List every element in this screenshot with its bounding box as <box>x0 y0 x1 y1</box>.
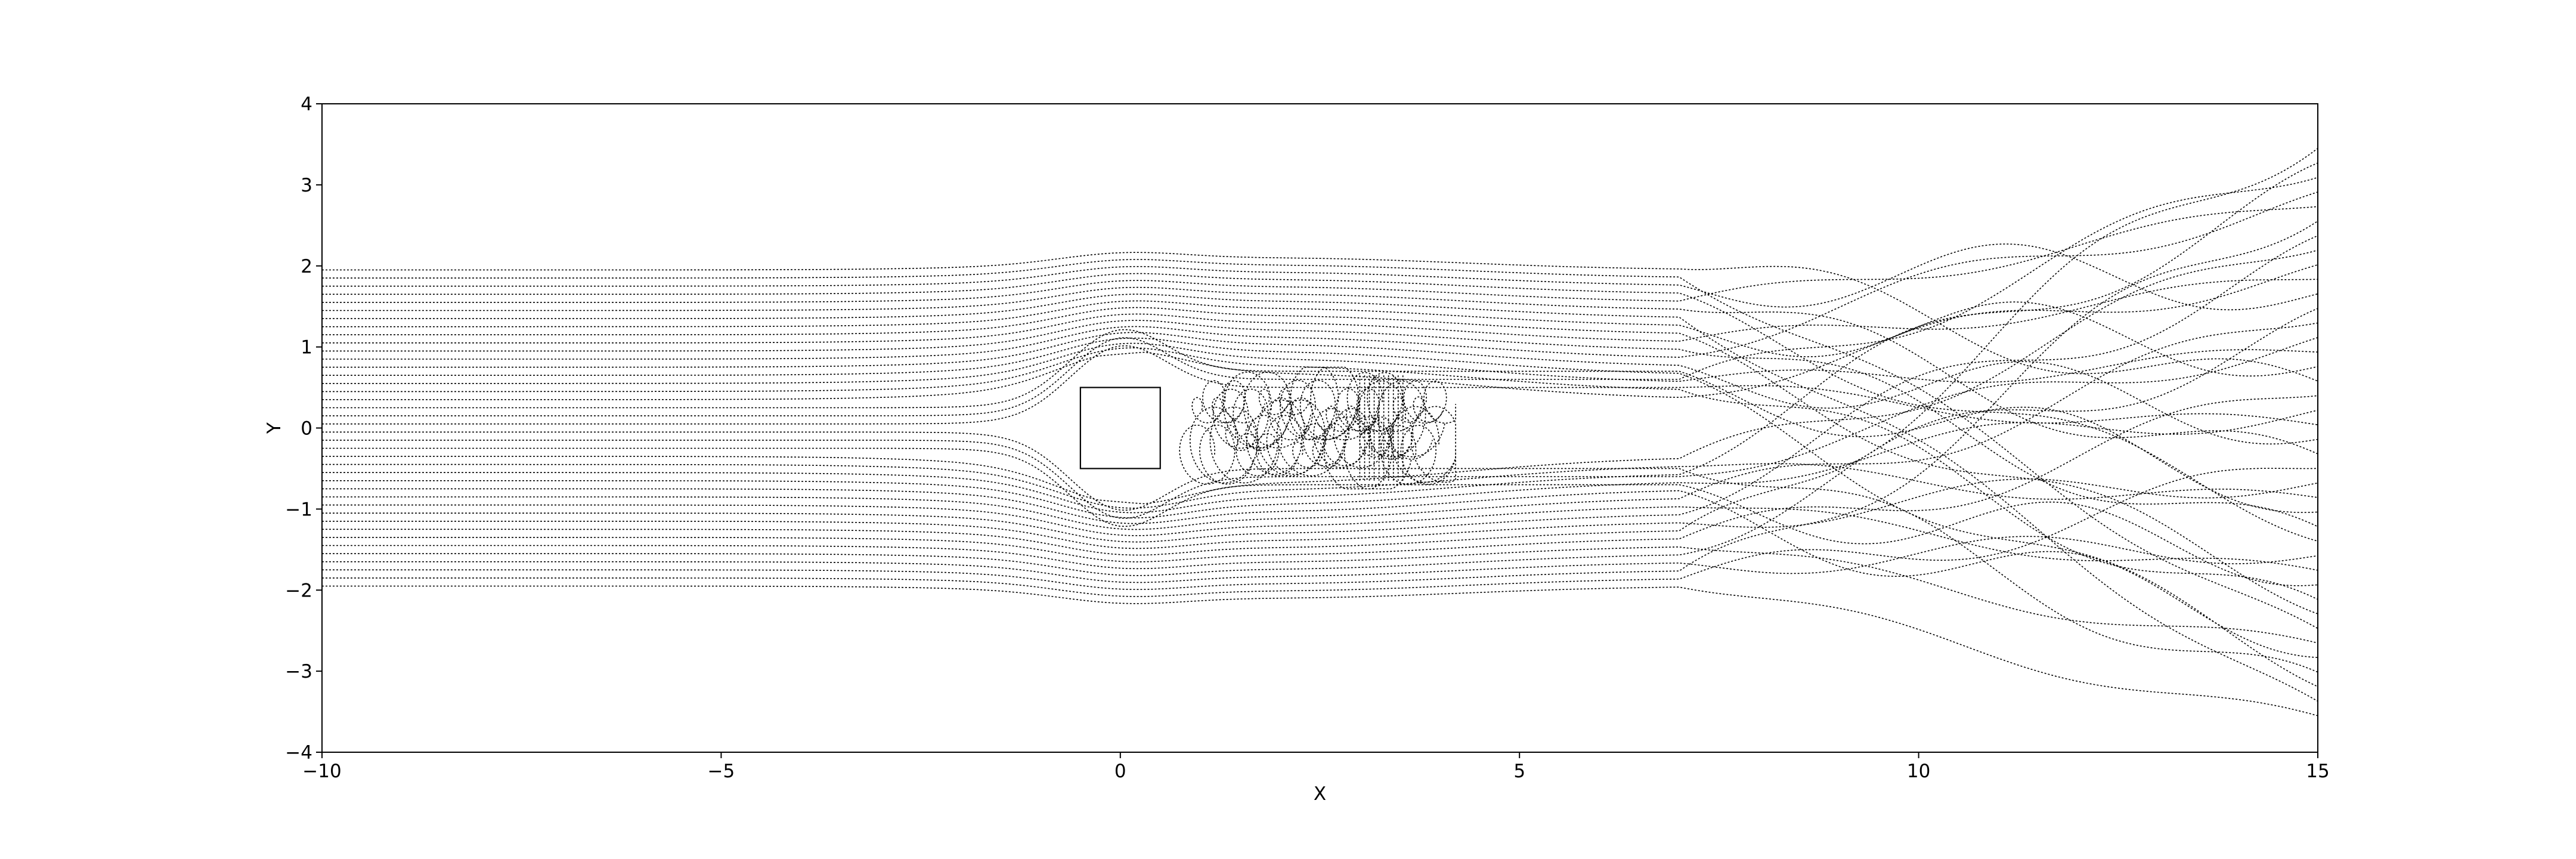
streamline <box>1313 408 1389 468</box>
streamline <box>1380 425 1456 485</box>
streamline <box>1359 431 1410 458</box>
streamline <box>322 259 2318 629</box>
streamline <box>322 431 2318 673</box>
streamline <box>322 264 2318 400</box>
y-tick-label: 0 <box>301 418 312 440</box>
streamline <box>322 409 2318 519</box>
x-tick-label: −10 <box>302 761 341 782</box>
streamline <box>322 148 2318 556</box>
streamline <box>322 177 2318 416</box>
streamline <box>322 191 2318 360</box>
x-tick-label: −5 <box>708 761 735 782</box>
y-axis-label: Y <box>264 422 285 434</box>
y-tick-label: 4 <box>301 94 312 115</box>
streamline <box>322 337 2318 519</box>
x-tick-label: 15 <box>2306 761 2329 782</box>
y-tick-label: −3 <box>285 661 312 682</box>
streamline <box>1202 380 1265 424</box>
streamline <box>1223 371 1312 449</box>
streamline <box>1391 406 1456 483</box>
streamline <box>1346 372 1423 432</box>
streamline <box>322 252 2318 382</box>
streamline <box>1302 423 1366 466</box>
x-axis-label: X <box>1314 783 1326 805</box>
y-tick-label: 2 <box>301 256 312 277</box>
streamline <box>322 235 2318 543</box>
plot-frame <box>321 103 2318 753</box>
streamline <box>1256 399 1345 477</box>
streamline <box>322 332 2318 445</box>
square-obstacle <box>1079 387 1161 469</box>
streamline <box>1246 415 1322 475</box>
streamline <box>1370 416 1433 460</box>
x-tick-label: 5 <box>1513 761 1525 782</box>
y-tick-label: 1 <box>301 337 312 359</box>
streamline <box>322 329 2318 513</box>
streamline <box>322 273 2318 542</box>
streamline <box>322 293 2318 702</box>
streamline <box>1326 406 1376 432</box>
x-tick-label: 10 <box>1907 761 1930 782</box>
y-tick-label: −2 <box>285 580 312 601</box>
streamline <box>322 395 2318 563</box>
streamline <box>322 249 2318 505</box>
streamline <box>322 468 2318 597</box>
streamline <box>322 342 2318 384</box>
streamline <box>1191 397 1242 424</box>
streamline <box>322 221 2318 591</box>
y-tick-label: 3 <box>301 175 312 196</box>
streamline <box>1179 424 1255 485</box>
streamline <box>1403 380 1456 424</box>
streamline <box>322 307 2318 614</box>
x-tick-label: 0 <box>1114 761 1126 782</box>
streamline <box>322 279 2318 344</box>
streamline <box>1292 441 1343 468</box>
streamline <box>322 286 2318 455</box>
streamline <box>1392 396 1444 423</box>
streamline <box>1212 388 1289 449</box>
streamline <box>322 320 2318 527</box>
streamline-group <box>322 148 2318 716</box>
y-axis: −4 −3 −2 −1 0 1 2 3 4 <box>285 94 322 764</box>
streamline <box>322 478 2318 549</box>
streamline <box>322 345 2318 425</box>
y-tick-label: −1 <box>285 499 312 520</box>
streamline <box>1290 366 1379 441</box>
streamline <box>322 243 2318 311</box>
streamline <box>322 488 2318 659</box>
streamline <box>322 300 2318 377</box>
y-tick-label: −4 <box>285 742 312 764</box>
streamline <box>1258 388 1309 415</box>
streamline <box>322 447 2318 586</box>
streamline <box>322 504 2318 571</box>
x-axis: −10 −5 0 5 10 15 <box>302 752 2330 782</box>
streamline <box>1269 397 1333 441</box>
streamline <box>1189 406 1278 484</box>
streamline <box>1225 425 1276 451</box>
streamline <box>1336 388 1400 431</box>
streamline <box>322 308 2318 576</box>
streamline <box>322 463 2318 509</box>
streamline <box>322 206 2318 303</box>
streamline <box>1236 433 1299 477</box>
streamline <box>1357 380 1446 458</box>
streamline <box>322 536 2318 583</box>
streamline <box>322 585 2318 716</box>
streamline <box>322 322 2318 530</box>
streamline <box>322 337 2318 687</box>
streamline <box>322 545 2318 644</box>
streamline <box>322 162 2318 514</box>
